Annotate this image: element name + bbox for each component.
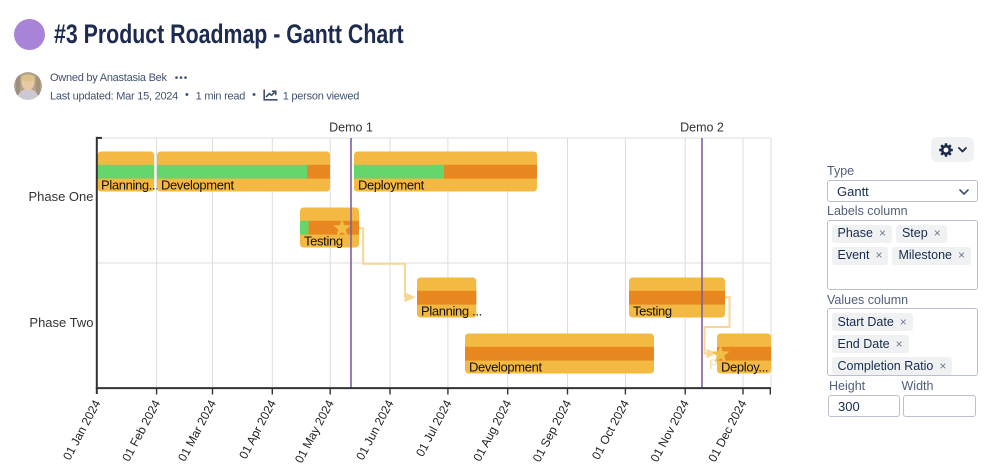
svg-text:01 Mar 2024: 01 Mar 2024 <box>175 397 219 463</box>
svg-text:01 Aug 2024: 01 Aug 2024 <box>470 397 514 463</box>
svg-text:01 May 2024: 01 May 2024 <box>292 397 337 465</box>
svg-text:Deploy...: Deploy... <box>721 360 768 375</box>
svg-text:Testing: Testing <box>304 234 343 249</box>
svg-text:01 Oct 2024: 01 Oct 2024 <box>589 397 632 462</box>
svg-text:Testing: Testing <box>633 304 672 319</box>
svg-text:Planning ...: Planning ... <box>421 304 482 319</box>
svg-text:01 Feb 2024: 01 Feb 2024 <box>119 397 163 463</box>
svg-text:Development: Development <box>469 360 542 375</box>
svg-text:01 Nov 2024: 01 Nov 2024 <box>647 397 691 464</box>
svg-text:01 Jul 2024: 01 Jul 2024 <box>413 397 455 459</box>
svg-text:Deployment: Deployment <box>358 178 425 193</box>
svg-text:Phase One: Phase One <box>28 189 93 204</box>
svg-text:Planning...: Planning... <box>101 178 159 193</box>
svg-text:01 Jan 2024: 01 Jan 2024 <box>60 397 104 462</box>
svg-text:P: P <box>709 356 718 372</box>
svg-text:Demo 1: Demo 1 <box>329 121 373 135</box>
svg-text:01 Dec 2024: 01 Dec 2024 <box>705 397 749 464</box>
svg-text:01 Jun 2024: 01 Jun 2024 <box>353 397 397 462</box>
svg-text:Demo 2: Demo 2 <box>680 121 724 135</box>
svg-text:01 Sep 2024: 01 Sep 2024 <box>530 397 574 464</box>
svg-text:01 Apr 2024: 01 Apr 2024 <box>236 397 279 461</box>
svg-text:Development: Development <box>161 178 234 193</box>
svg-text:Phase Two: Phase Two <box>29 315 93 330</box>
